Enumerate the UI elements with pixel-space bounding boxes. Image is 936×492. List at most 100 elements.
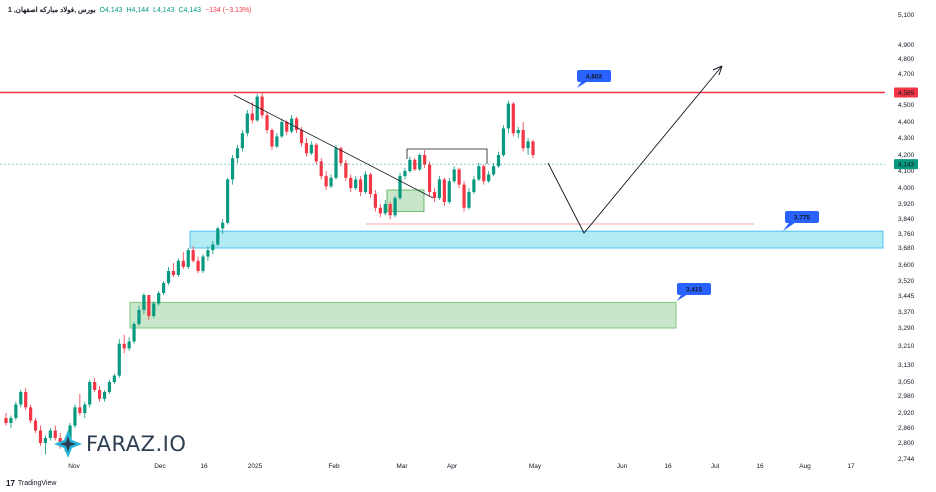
candle-body: [226, 179, 230, 223]
candle-body: [413, 159, 417, 170]
low-value: L4,143: [153, 6, 175, 14]
candle-body: [245, 113, 249, 134]
candle-body: [53, 430, 57, 438]
candle-body: [309, 144, 313, 154]
candle-body: [48, 430, 52, 438]
x-tick-label: Mar: [396, 463, 408, 470]
candle-body: [521, 130, 525, 149]
candle-body: [157, 293, 161, 304]
y-tick-label: 3,600: [898, 262, 915, 269]
candle-body: [427, 164, 432, 192]
y-tick-label: 3,445: [898, 293, 915, 300]
chart-header: 1 ,بورس ,فولاد مبارکه اصفهان O4,143 H4,1…: [8, 6, 251, 15]
resistance-price-tag: 4,589: [898, 90, 915, 97]
candle-body: [324, 176, 328, 187]
candle-body: [447, 181, 451, 202]
candle-body: [221, 222, 225, 229]
faraz-logo-icon: [54, 430, 82, 458]
candle-body: [319, 161, 323, 177]
y-tick-label: 3,050: [898, 379, 915, 386]
candle-body: [294, 118, 299, 130]
callout-box: [677, 283, 711, 295]
candle-body: [9, 418, 13, 423]
candle-body: [275, 136, 279, 147]
candle-body: [408, 159, 412, 171]
candle-body: [265, 115, 269, 130]
candle-body: [162, 283, 166, 293]
candle-body: [457, 169, 461, 185]
y-tick-label: 3,680: [898, 245, 915, 252]
x-tick-label: 16: [664, 463, 672, 470]
candle-body: [171, 271, 176, 275]
candle-body: [491, 166, 496, 175]
y-tick-label: 4,200: [898, 152, 915, 159]
candle-body: [230, 158, 235, 180]
tradingview-logo-icon: 17: [6, 479, 15, 488]
y-tick-label: 2,800: [898, 440, 915, 447]
candle-body: [472, 179, 476, 192]
candle-body: [73, 407, 77, 426]
candle-body: [516, 130, 520, 134]
y-tick-label: 4,000: [898, 185, 915, 192]
candle-body: [250, 113, 254, 121]
trendline: [233, 94, 434, 199]
x-tick-label: Nov: [68, 463, 80, 470]
high-value: H4,144: [126, 6, 150, 14]
candle-body: [137, 309, 141, 324]
candle-body: [166, 271, 171, 283]
candle-body: [363, 174, 368, 192]
y-tick-label: 4,400: [898, 119, 915, 126]
x-tick-label: Dec: [154, 463, 166, 470]
candle-body: [403, 171, 407, 177]
candle-body: [487, 174, 491, 182]
candle-body: [482, 166, 486, 182]
candle-body: [349, 177, 353, 188]
candle-body: [467, 192, 471, 208]
candle-body: [43, 438, 48, 443]
candle-body: [511, 103, 515, 134]
candle-body: [418, 155, 422, 170]
y-tick-label: 3,520: [898, 278, 915, 285]
callout-box: [785, 211, 819, 223]
candle-body: [344, 163, 348, 178]
x-tick-label: May: [529, 463, 542, 470]
candle-body: [112, 375, 116, 382]
candle-body: [477, 166, 481, 180]
y-tick-label: 3,130: [898, 362, 915, 369]
candle-body: [452, 169, 456, 182]
x-tick-label: Apr: [447, 463, 458, 470]
brand-watermark: FARAZ.IO: [52, 428, 186, 460]
candle-body: [216, 228, 220, 245]
y-tick-label: 3,370: [898, 309, 915, 316]
candle-body: [201, 256, 205, 271]
candle-body: [432, 192, 437, 198]
candle-body: [4, 418, 8, 423]
tradingview-footer[interactable]: 17 TradingView: [6, 479, 56, 488]
y-tick-label: 3,210: [898, 343, 915, 350]
candle-body: [93, 382, 97, 390]
candle-body: [285, 122, 289, 132]
y-tick-label: 2,920: [898, 410, 915, 417]
y-tick-label: 3,920: [898, 201, 915, 208]
y-tick-label: 2,860: [898, 425, 915, 432]
y-tick-label: 4,500: [898, 102, 915, 109]
x-tick-label: Aug: [799, 463, 811, 470]
candle-body: [260, 96, 264, 116]
candle-body: [88, 382, 92, 405]
candle-body: [117, 343, 121, 376]
x-tick-label: 2025: [248, 463, 263, 470]
x-tick-label: 16: [200, 463, 208, 470]
candle-body: [132, 324, 136, 342]
x-tick-label: Jun: [617, 463, 628, 470]
small-green-box: [386, 189, 425, 212]
candle-body: [107, 382, 112, 392]
y-tick-label: 2,980: [898, 393, 915, 400]
candle-body: [102, 392, 107, 399]
callout-label: 4,602: [586, 74, 603, 81]
x-tick-label: 16: [756, 463, 764, 470]
y-tick-label: 4,300: [898, 135, 915, 142]
candle-body: [314, 144, 318, 162]
candle-body: [33, 420, 38, 431]
candle-body: [373, 194, 377, 208]
